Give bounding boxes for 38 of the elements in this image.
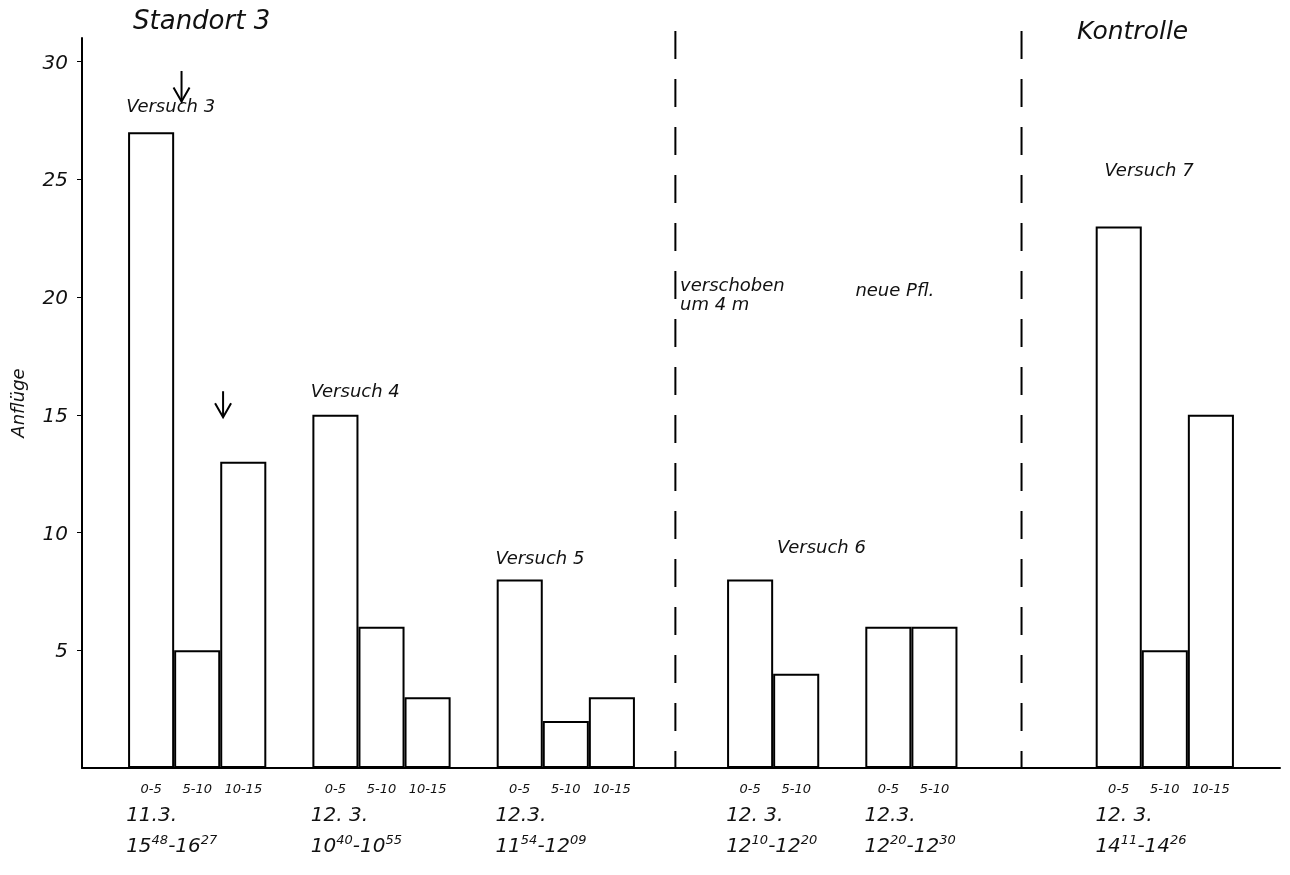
annotation: verschoben um 4 m xyxy=(680,273,785,314)
x-tick-label: 10-15 xyxy=(592,781,631,796)
text: 12. 3. 12$^{10}$-12$^{20}$ xyxy=(726,800,818,859)
annotation: Versuch 6 xyxy=(776,534,866,559)
annotation: Versuch 3 xyxy=(126,94,216,119)
x-tick-label: 5-10 xyxy=(182,781,212,796)
x-tick-label: 5-10 xyxy=(919,781,950,796)
text: 12. 3. 10$^{40}$-10$^{55}$ xyxy=(310,800,402,859)
x-tick-label: 10-15 xyxy=(1191,781,1230,796)
x-tick-label: 5-10 xyxy=(1150,781,1180,796)
annotation: Versuch 4 xyxy=(310,379,400,404)
x-tick-label: 10-15 xyxy=(224,781,263,796)
x-tick-label: 5-10 xyxy=(781,781,811,796)
text: 12.3. 11$^{54}$-12$^{09}$ xyxy=(495,800,587,859)
y-tick-label: 20 xyxy=(42,285,68,310)
y-tick-label: 10 xyxy=(42,520,68,545)
y-tick-label: 25 xyxy=(42,167,68,192)
x-tick-label: 5-10 xyxy=(551,781,581,796)
annotation: Kontrolle xyxy=(1076,15,1189,48)
x-tick-label: 0-5 xyxy=(1108,781,1130,796)
text: 11.3. 15$^{48}$-16$^{27}$ xyxy=(126,800,218,859)
x-tick-label: 10-15 xyxy=(408,781,447,796)
text: 12.3. 12$^{20}$-12$^{30}$ xyxy=(864,800,956,859)
y-axis-title: Anflüge xyxy=(6,368,28,439)
x-tick-label: 0-5 xyxy=(509,781,531,796)
y-tick-label: 15 xyxy=(42,402,68,427)
annotation: Versuch 7 xyxy=(1104,157,1194,182)
text: 12. 3. 14$^{11}$-14$^{26}$ xyxy=(1095,800,1187,859)
y-tick-label: 30 xyxy=(42,49,68,74)
x-tick-label: 0-5 xyxy=(140,781,162,796)
y-tick-label: 5 xyxy=(55,638,68,663)
annotation: neue Pfl. xyxy=(855,277,935,302)
annotation: Versuch 5 xyxy=(495,546,585,571)
x-tick-label: 5-10 xyxy=(366,781,397,796)
x-tick-label: 0-5 xyxy=(877,781,899,796)
x-tick-label: 0-5 xyxy=(739,781,761,796)
chart-title: Standort 3 xyxy=(133,5,271,35)
x-tick-label: 0-5 xyxy=(324,781,347,796)
